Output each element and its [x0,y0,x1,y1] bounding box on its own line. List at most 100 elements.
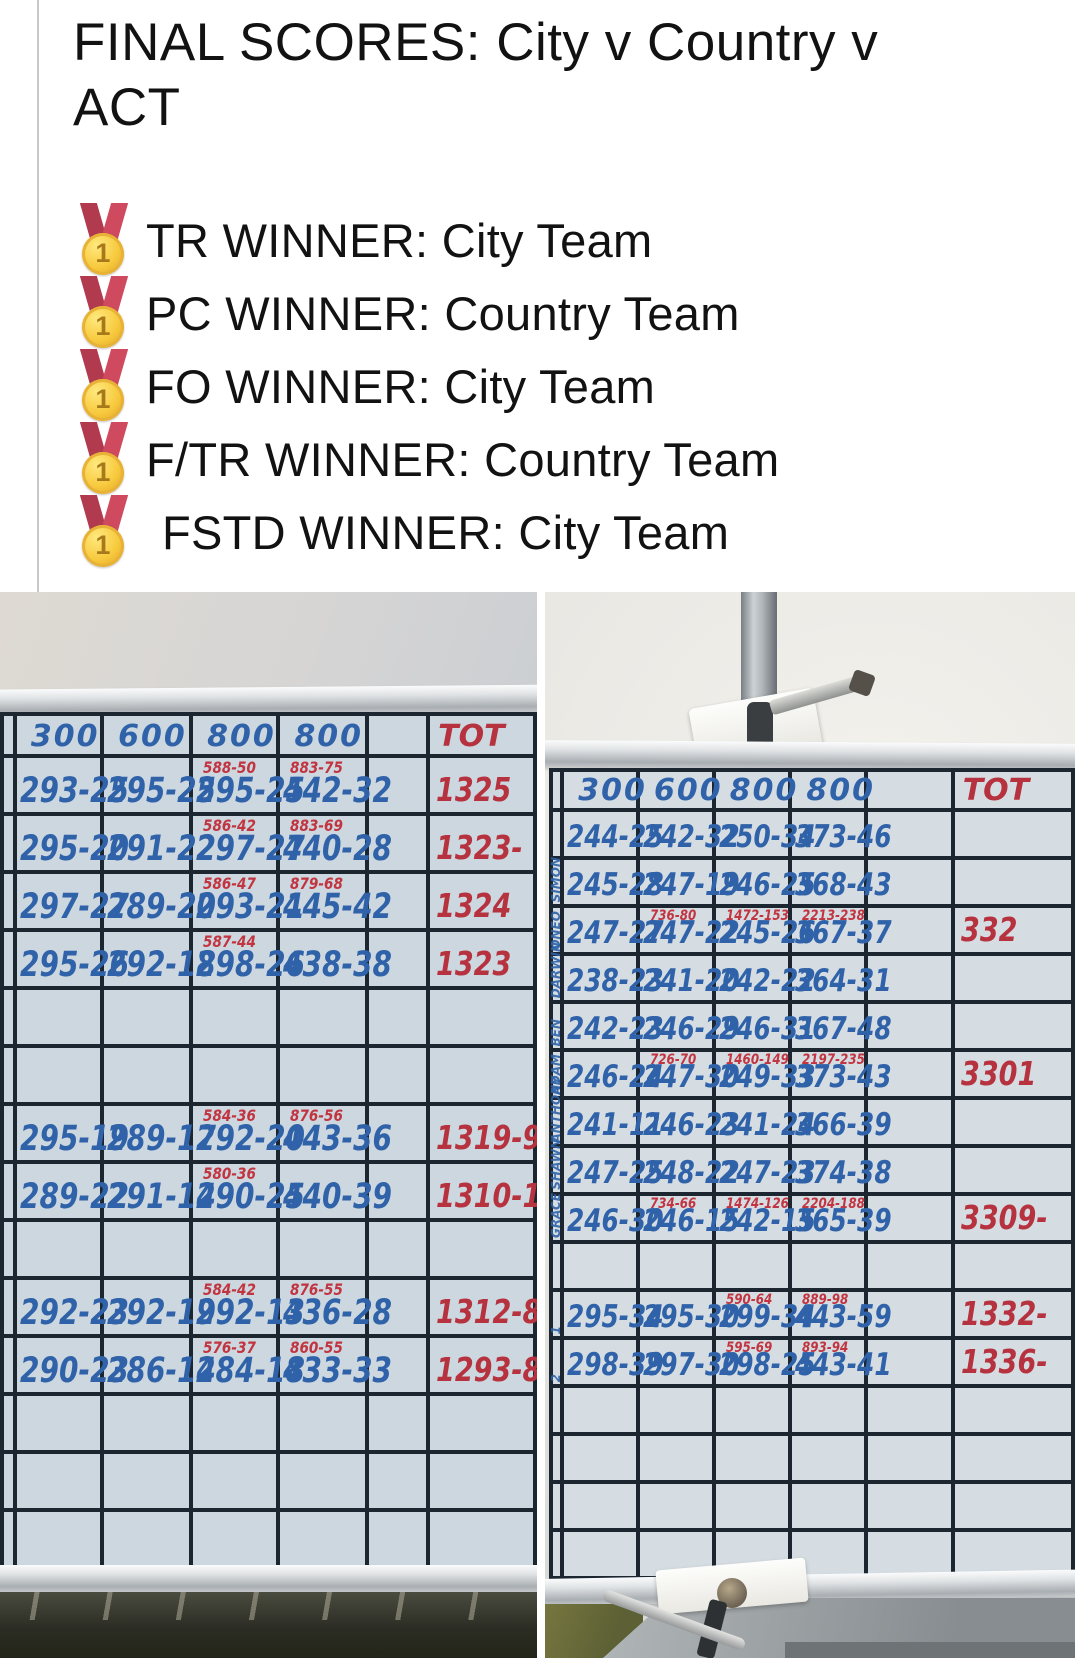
winner-text: FO WINNER: City Team [146,360,656,413]
distance-header: 600 [635,768,721,812]
score-cell: 247-23 [711,1144,815,1196]
score-cell: 367-48 [788,1000,892,1052]
blank-cell [365,1218,431,1280]
score-cell: 295-19 [12,1102,129,1164]
score-cell [711,1480,793,1532]
score-cell: 295-26 [12,928,129,990]
scoreboard-left: 300 600 800 800 TOT 293-25 295-25 588-50 295-25 8… [0,712,537,1570]
winner-line-fstd: 1 FSTD WINNER: City Team [79,494,779,569]
shooter-name-cell [548,1528,565,1580]
score-cell: 576-37 284-18 [189,1334,305,1396]
winner-line-pc: 1 PC WINNER: Country Team [79,275,779,350]
score-cell: 726-70 247-30 [635,1048,740,1100]
score-cell: 246-23 [635,1096,740,1148]
score-cell [189,1392,281,1454]
total-cell [426,1392,537,1454]
blank-cell [864,808,955,860]
score-cell [635,1240,716,1292]
score-cell [100,1450,194,1512]
score-cell [100,1392,194,1454]
score-cell [189,986,281,1048]
shooter-name-cell [0,1508,17,1570]
score-cell: 292-23 [12,1276,129,1338]
score-cell [189,1044,281,1106]
scoreboard-photo-right[interactable]: 300 600 800 800 TOT 244-25 242-32 250-34 373-46 S… [545,592,1075,1658]
score-cell [276,1392,370,1454]
blank-cell [864,1288,955,1340]
total-cell: 1312-8 [426,1276,537,1338]
score-cell: 1474-126 242-15 [711,1192,815,1244]
score-cell: 241-24 [711,1096,815,1148]
distance-header: 300 [12,712,105,758]
blank-cell [864,904,955,956]
score-cell: 291-22 [100,812,216,874]
total-cell [950,1240,1075,1292]
score-cell [276,1450,370,1512]
score-cell [12,1392,105,1454]
score-cell: 438-38 [276,928,392,990]
blank-cell [864,1336,955,1388]
blank-cell [365,986,431,1048]
blank-cell [864,1144,955,1196]
score-row [548,1384,1075,1436]
score-cell: 893-94 443-41 [788,1336,892,1388]
scoreboard-table-right: 300 600 800 800 TOT 244-25 242-32 250-34 373-46 S… [548,768,1075,1580]
blank-cell [864,952,955,1004]
score-cell [560,1384,640,1436]
score-cell: 250-34 [711,808,815,860]
winner-text: F/TR WINNER: Country Team [146,433,780,486]
score-cell [276,1508,370,1570]
blank-cell [365,1508,431,1570]
shooter-name-cell [0,754,17,816]
score-row: DARWIN 238-23 241-20 242-22 364-31 [548,942,1075,1004]
shooter-name-cell [0,928,17,990]
shooter-name-cell [0,1044,17,1106]
score-row: 297-27 289-20 586-47 293-21 879-68 445-42 1324 [0,870,537,932]
blank-cell [365,870,431,932]
score-cell: 595-69 298-25 [711,1336,815,1388]
score-row: 289-22 291-14 580-36 290-25 440-39 1310-1 [0,1160,537,1222]
distance-header: 800 [276,712,370,758]
gold-medal-icon: 1 [79,348,130,423]
score-row: ONEO 247-27 736-80 247-22 1472-153 245-26 2213… [548,904,1075,956]
score-cell: 883-75 442-32 [276,754,392,816]
blank-cell [864,1384,955,1436]
score-cell: 2213-238 367-37 [788,904,892,956]
score-cell: 246-24 [560,1048,664,1100]
score-cell: 246-29 [635,1000,740,1052]
score-cell [12,1218,105,1280]
score-row: 295-19 289-17 584-36 292-20 876-56 443-36 1319… [0,1102,537,1164]
score-cell: 295-20 [12,812,129,874]
score-row [0,1392,537,1454]
score-cell: 247-19 [635,856,740,908]
score-cell: 860-55 433-33 [276,1334,392,1396]
total-cell [426,1450,537,1512]
blank-cell [365,1392,431,1454]
score-cell: 889-98 443-59 [788,1288,892,1340]
board-top-rail [545,739,1075,772]
distance-header: 800 [788,768,873,812]
score-cell: 241-11 [560,1096,664,1148]
scoreboard-photo-left[interactable]: 300 600 800 800 TOT 293-25 295-25 588-50 295-25 8… [0,592,537,1658]
score-cell: 297-27 [12,870,129,932]
score-cell: 587-44 298-26 [189,928,305,990]
blank-cell [864,1000,955,1052]
total-cell: 1324 [426,870,537,932]
score-row: 2 298-39 297-30 595-69 298-25 893-94 443-41 133… [548,1336,1075,1388]
card-edge-line [37,0,39,592]
blank-cell [365,928,431,990]
score-row [548,1480,1075,1532]
shooter-name-cell: BEN [548,1000,565,1052]
total-cell [426,986,537,1048]
distance-header: 300 [560,768,645,812]
total-cell [950,1384,1075,1436]
score-cell: 292-18 [100,928,216,990]
score-cell [189,1450,281,1512]
winner-text: PC WINNER: Country Team [146,287,740,340]
score-cell [560,1528,640,1580]
blank-cell [365,1450,431,1512]
score-row: BEN 242-23 246-29 246-31 367-48 [548,1000,1075,1052]
score-cell: 245-28 [560,856,664,908]
metal-edge [785,1642,1075,1658]
score-row: 293-25 295-25 588-50 295-25 883-75 442-32 1325 [0,754,537,816]
